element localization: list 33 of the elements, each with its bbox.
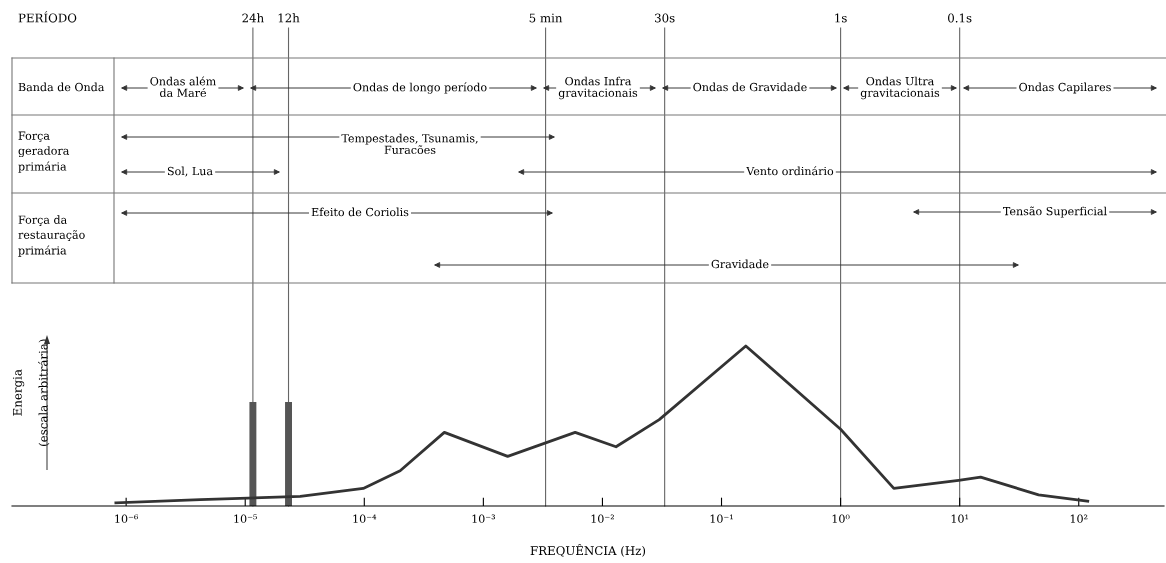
text: Ondas Infra gravitacionais xyxy=(558,76,638,100)
x-tick-label: 10⁻⁴ xyxy=(353,514,377,523)
ref-line-label: 30s xyxy=(655,13,675,23)
y-axis-title: Energia (escala arbitrária) xyxy=(12,339,50,446)
text: Tempestades, Tsunamis, Furacões xyxy=(341,133,478,155)
x-tick-label: 10⁰ xyxy=(832,514,850,523)
text: Sol, Lua xyxy=(167,166,213,177)
text: Ondas de longo período xyxy=(353,82,487,94)
x-tick-label: 10¹ xyxy=(951,514,969,523)
ref-line-label: 0.1s xyxy=(948,13,972,23)
text: Ondas além da Maré xyxy=(150,76,216,98)
text: Efeito de Coriolis xyxy=(311,207,409,217)
text: Vento ordinário xyxy=(746,166,834,176)
text: Banda de Onda xyxy=(18,82,105,92)
x-tick-label: 10⁻³ xyxy=(472,514,496,523)
ref-line-label: 12h xyxy=(278,13,300,23)
x-tick-label: 10⁻⁶ xyxy=(115,514,139,523)
x-axis-title: FREQUÊNCIA (Hz) xyxy=(530,543,646,557)
x-tick-label: 10⁻¹ xyxy=(710,514,733,523)
text: PERÍODO xyxy=(18,11,77,23)
ref-line-label: 1s xyxy=(835,13,847,23)
x-tick-label: 10⁻² xyxy=(591,514,614,523)
text: Força geradora primária xyxy=(18,131,70,173)
ref-line-label: 24h xyxy=(242,13,264,23)
text: Gravidade xyxy=(711,259,769,269)
text: Ondas de Gravidade xyxy=(693,82,807,92)
text: Força da restauração primária xyxy=(18,215,85,257)
text: Tensão Superficial xyxy=(1003,206,1107,218)
text: Ondas Ultra gravitacionais xyxy=(860,76,940,100)
ref-line-label: 5 min xyxy=(529,13,563,23)
x-tick-label: 10² xyxy=(1070,514,1088,523)
text: Ondas Capilares xyxy=(1019,82,1111,94)
x-tick-label: 10⁻⁵ xyxy=(234,514,258,523)
